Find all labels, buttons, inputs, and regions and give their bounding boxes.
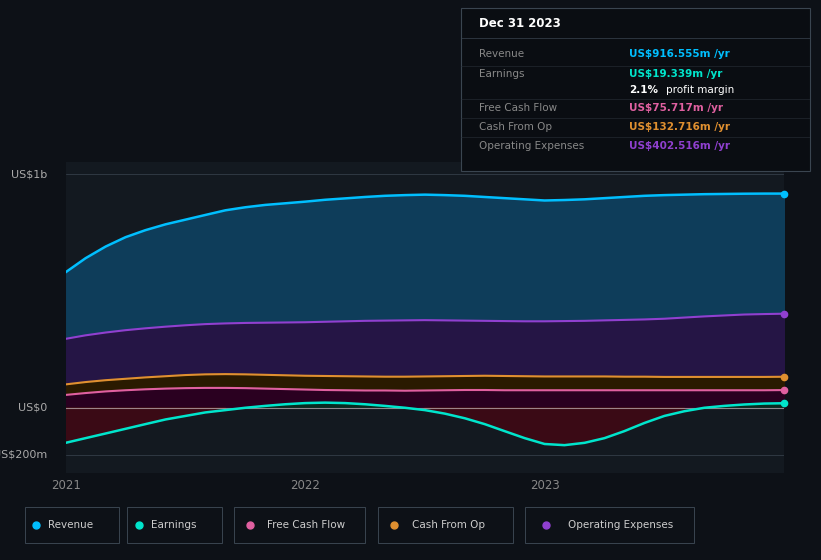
Text: Operating Expenses: Operating Expenses bbox=[567, 520, 672, 530]
Text: Cash From Op: Cash From Op bbox=[411, 520, 484, 530]
Text: US$402.516m /yr: US$402.516m /yr bbox=[629, 141, 730, 151]
Text: Operating Expenses: Operating Expenses bbox=[479, 141, 584, 151]
Text: US$1b: US$1b bbox=[11, 169, 48, 179]
Text: Earnings: Earnings bbox=[151, 520, 196, 530]
Text: Revenue: Revenue bbox=[479, 49, 524, 59]
Text: Cash From Op: Cash From Op bbox=[479, 122, 552, 132]
Text: Earnings: Earnings bbox=[479, 69, 525, 79]
Text: -US$200m: -US$200m bbox=[0, 450, 48, 460]
Text: US$0: US$0 bbox=[18, 403, 48, 413]
Text: Dec 31 2023: Dec 31 2023 bbox=[479, 16, 561, 30]
Text: US$916.555m /yr: US$916.555m /yr bbox=[629, 49, 730, 59]
Text: Free Cash Flow: Free Cash Flow bbox=[479, 103, 557, 113]
Text: US$132.716m /yr: US$132.716m /yr bbox=[629, 122, 730, 132]
Text: Free Cash Flow: Free Cash Flow bbox=[267, 520, 345, 530]
Text: US$75.717m /yr: US$75.717m /yr bbox=[629, 103, 722, 113]
Text: 2.1%: 2.1% bbox=[629, 85, 658, 95]
Text: Revenue: Revenue bbox=[48, 520, 94, 530]
Text: US$19.339m /yr: US$19.339m /yr bbox=[629, 69, 722, 79]
Text: profit margin: profit margin bbox=[666, 85, 734, 95]
